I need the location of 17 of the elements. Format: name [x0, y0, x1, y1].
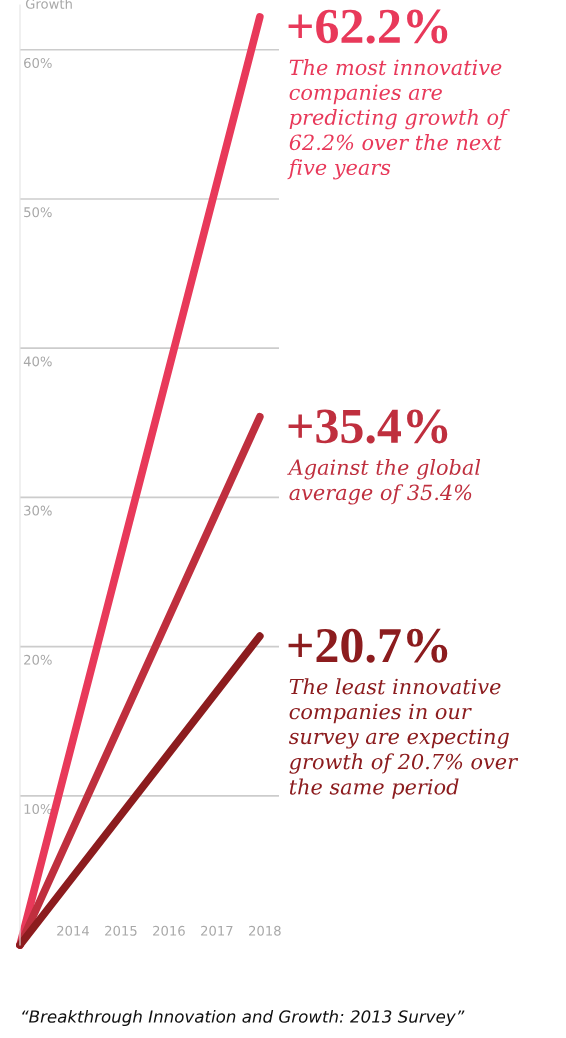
text: +20.7%	[288, 628, 448, 663]
text: Against the global average of 35.4%	[287, 458, 481, 505]
y-tick-label: 50%	[24, 207, 52, 218]
y-tick-label: 40%	[23, 356, 52, 367]
x-tick-label: 2018	[248, 925, 281, 936]
x-tick-label: 2014	[57, 925, 90, 936]
text: +35.4%	[288, 409, 448, 444]
y-tick-label: 60%	[24, 57, 52, 68]
text: The most innovative companies are predicting growth of 62.2% over the next five years	[287, 59, 510, 180]
text: The least innovative companies in our survey are expecting growth of 20.7% over the same period	[288, 678, 519, 799]
x-tick-label: 2015	[105, 925, 137, 936]
y-tick-label: 30%	[24, 505, 52, 516]
text: +62.2%	[288, 9, 448, 44]
x-tick-label: 2017	[201, 925, 233, 936]
x-tick-label: 2016	[153, 925, 185, 936]
y-tick-label: 20%	[24, 654, 52, 665]
text: “Breakthrough Innovation and Growth: 2013 Survey”	[22, 1009, 465, 1027]
